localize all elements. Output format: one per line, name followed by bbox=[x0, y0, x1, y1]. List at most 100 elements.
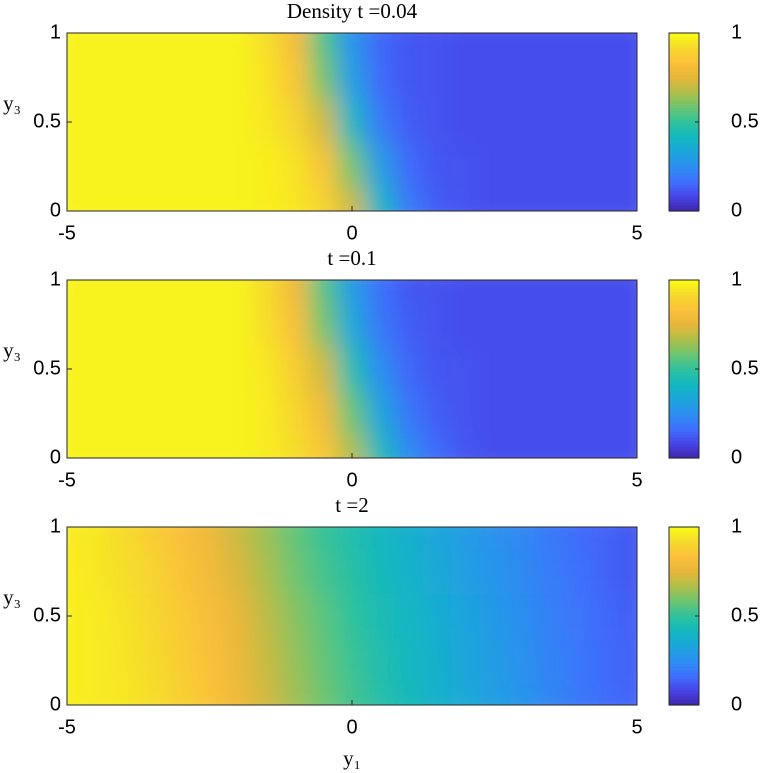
cell bbox=[223, 188, 253, 211]
cell bbox=[67, 390, 82, 437]
cell bbox=[280, 54, 310, 101]
heatmap bbox=[67, 280, 637, 458]
cell bbox=[194, 280, 225, 303]
cell bbox=[622, 280, 637, 303]
cell bbox=[251, 548, 282, 595]
cell bbox=[365, 548, 396, 595]
cell bbox=[194, 188, 225, 211]
cell bbox=[337, 593, 367, 639]
cell bbox=[593, 301, 624, 348]
cell bbox=[479, 99, 510, 145]
cell bbox=[593, 682, 624, 705]
cell bbox=[622, 390, 637, 437]
cell bbox=[394, 280, 424, 303]
cell bbox=[365, 33, 396, 56]
colorbar-tick-label: 0 bbox=[731, 446, 742, 468]
cell bbox=[67, 435, 82, 458]
cell bbox=[365, 301, 396, 348]
cell bbox=[422, 54, 453, 101]
y-tick-label: 1 bbox=[50, 21, 61, 43]
cell bbox=[365, 143, 396, 190]
cell bbox=[622, 301, 637, 348]
cell bbox=[565, 33, 595, 56]
cell bbox=[137, 188, 168, 211]
cell bbox=[536, 54, 567, 101]
cell bbox=[194, 682, 225, 705]
cell bbox=[365, 527, 396, 550]
cell bbox=[422, 280, 453, 303]
colorbar-tick-label: 0.5 bbox=[731, 110, 759, 132]
cell bbox=[365, 99, 396, 145]
cell bbox=[308, 99, 339, 145]
cell bbox=[422, 593, 453, 639]
cell bbox=[337, 682, 367, 705]
y-tick-label: 1 bbox=[50, 515, 61, 537]
cell bbox=[593, 593, 624, 639]
cell bbox=[280, 99, 310, 145]
cell bbox=[565, 143, 595, 190]
cell bbox=[394, 33, 424, 56]
heatmap bbox=[67, 527, 637, 705]
cell bbox=[451, 54, 481, 101]
cell bbox=[280, 188, 310, 211]
cell bbox=[251, 33, 282, 56]
x-tick-label: -5 bbox=[58, 222, 76, 244]
cell bbox=[565, 280, 595, 303]
cell bbox=[308, 637, 339, 684]
x-tick-label: 5 bbox=[631, 716, 642, 738]
cell bbox=[536, 637, 567, 684]
cell bbox=[80, 637, 111, 684]
cell bbox=[137, 390, 168, 437]
cell bbox=[337, 280, 367, 303]
cell bbox=[422, 548, 453, 595]
cell bbox=[80, 188, 111, 211]
cell bbox=[251, 435, 282, 458]
cell bbox=[280, 548, 310, 595]
cell bbox=[394, 435, 424, 458]
x-tick-label: -5 bbox=[58, 469, 76, 491]
cell bbox=[593, 390, 624, 437]
cell bbox=[308, 33, 339, 56]
cell bbox=[67, 99, 82, 145]
cell bbox=[223, 301, 253, 348]
cell bbox=[251, 301, 282, 348]
cell bbox=[422, 346, 453, 392]
cell bbox=[394, 593, 424, 639]
cell bbox=[593, 280, 624, 303]
cell bbox=[479, 301, 510, 348]
cell bbox=[508, 188, 538, 211]
cell bbox=[365, 593, 396, 639]
y-axis-label: y₃ bbox=[3, 91, 21, 115]
cell bbox=[365, 188, 396, 211]
cell bbox=[508, 682, 538, 705]
cell bbox=[194, 99, 225, 145]
cell bbox=[508, 637, 538, 684]
x-tick-label: -5 bbox=[58, 716, 76, 738]
cell bbox=[365, 682, 396, 705]
cell bbox=[166, 346, 196, 392]
cell bbox=[565, 527, 595, 550]
cell bbox=[337, 346, 367, 392]
cell bbox=[593, 54, 624, 101]
cell bbox=[593, 548, 624, 595]
chart-title: t =0.1 bbox=[327, 246, 376, 270]
cell bbox=[536, 33, 567, 56]
cell bbox=[365, 390, 396, 437]
x-tick-label: 0 bbox=[346, 222, 357, 244]
x-tick-label: 0 bbox=[346, 469, 357, 491]
cell bbox=[109, 143, 139, 190]
cell bbox=[67, 593, 82, 639]
cell bbox=[194, 435, 225, 458]
cell bbox=[67, 301, 82, 348]
cell bbox=[479, 280, 510, 303]
cell bbox=[536, 682, 567, 705]
cell bbox=[451, 435, 481, 458]
cell bbox=[166, 54, 196, 101]
cell bbox=[251, 188, 282, 211]
cell bbox=[508, 527, 538, 550]
cell bbox=[67, 143, 82, 190]
cell bbox=[422, 99, 453, 145]
cell bbox=[479, 435, 510, 458]
cell bbox=[593, 143, 624, 190]
cell bbox=[536, 548, 567, 595]
